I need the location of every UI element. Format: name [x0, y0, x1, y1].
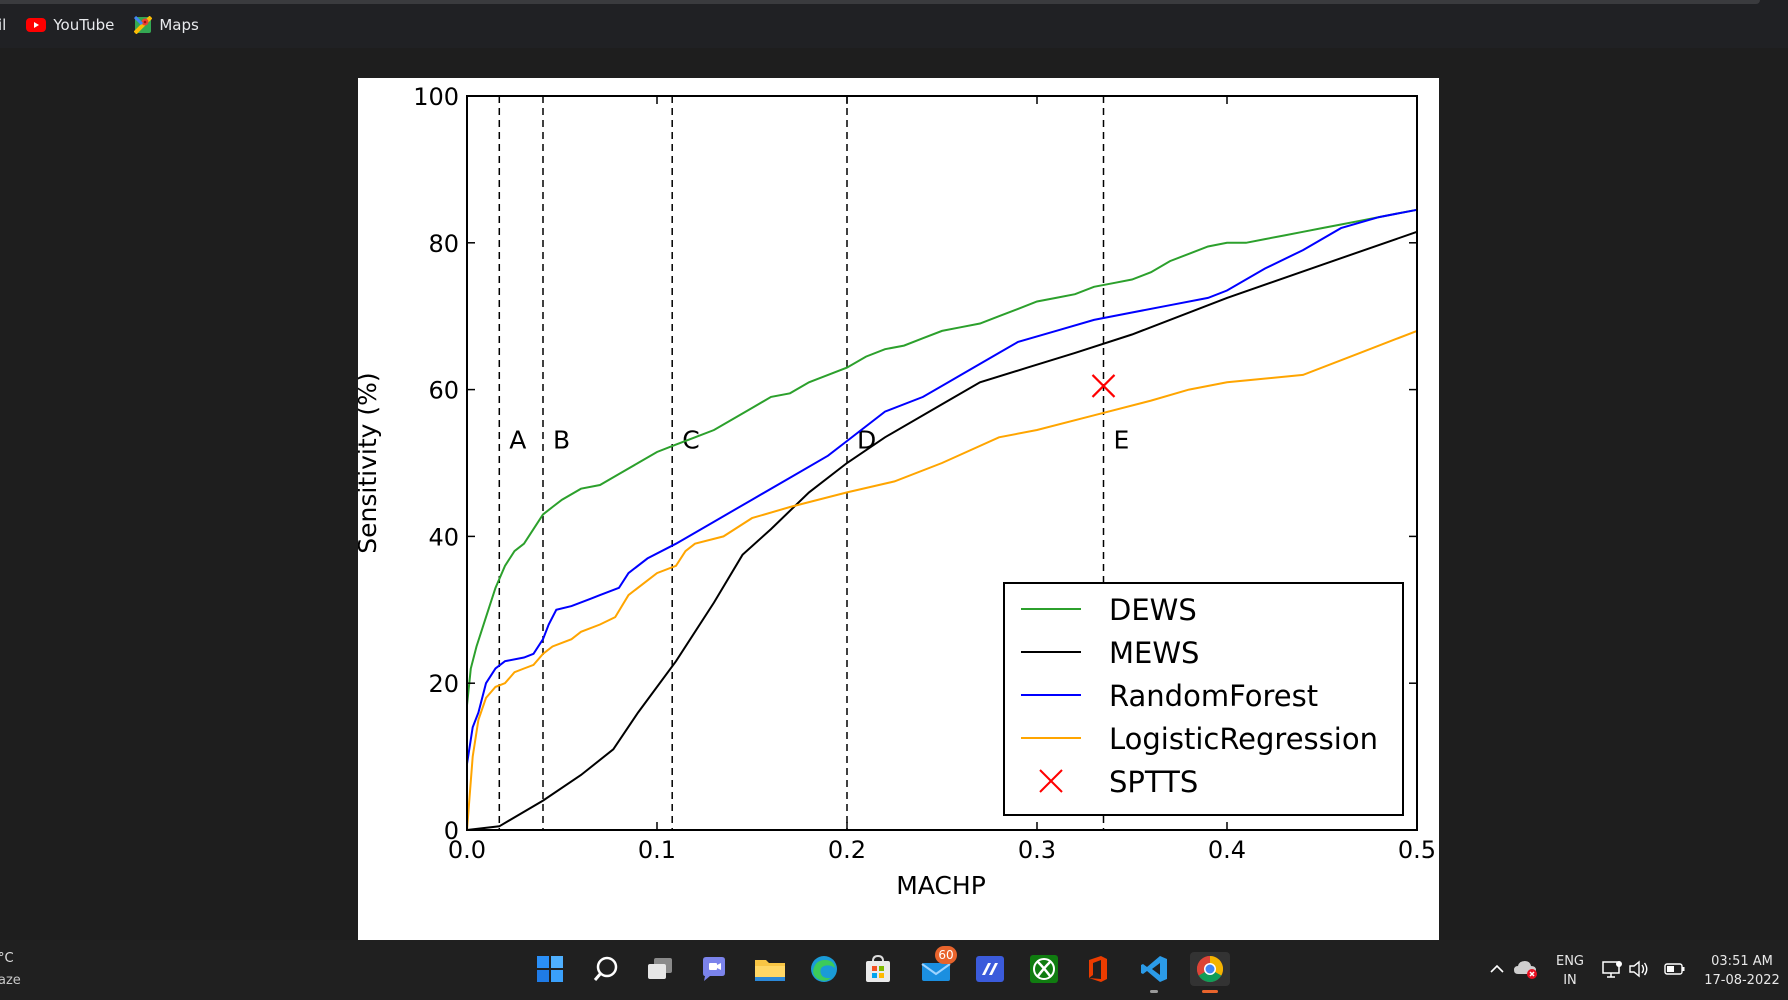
chrome-button[interactable] — [1190, 952, 1230, 993]
chrome-icon — [1196, 955, 1224, 983]
bookmark-youtube[interactable]: YouTube — [26, 16, 114, 34]
maps-icon — [134, 16, 153, 34]
y-tick-label: 60 — [428, 377, 459, 405]
series-line-logisticregression — [466, 329, 1418, 831]
weather-widget[interactable]: °C aze — [0, 948, 21, 992]
vscode-running-indicator — [1150, 990, 1158, 993]
store-button[interactable] — [861, 952, 895, 986]
mail-icon — [921, 963, 951, 981]
x-tick-label: 0.2 — [828, 836, 866, 864]
language-indicator[interactable]: ENG IN — [1550, 952, 1590, 990]
xbox-icon — [1030, 955, 1058, 983]
legend-frame — [1003, 582, 1404, 816]
clock-date: 17-08-2022 — [1704, 973, 1780, 988]
network-icon — [1602, 961, 1622, 978]
series-line-randomforest — [466, 208, 1418, 765]
edge-button[interactable] — [807, 952, 841, 986]
region-label: IN — [1563, 973, 1577, 988]
office-icon — [1089, 956, 1107, 982]
browser-chrome: il YouTube Maps — [0, 0, 1788, 48]
network-button[interactable] — [1600, 952, 1624, 986]
hidden-icons-button[interactable] — [1480, 952, 1514, 986]
y-tick-label: 0 — [444, 817, 459, 845]
clock[interactable]: 03:51 AM 17-08-2022 — [1697, 952, 1787, 990]
bookmark-partial[interactable]: il — [0, 16, 6, 34]
visual-studio-icon — [976, 956, 1004, 982]
legend-label-dews: DEWS — [1109, 593, 1197, 627]
bookmark-maps-label: Maps — [159, 16, 199, 34]
task-view-button[interactable] — [643, 952, 677, 986]
bookmark-maps[interactable]: Maps — [134, 16, 199, 34]
series-line-mews — [466, 230, 1418, 831]
youtube-icon — [26, 18, 47, 32]
reference-label-e: E — [1114, 425, 1130, 454]
file-explorer-icon — [755, 960, 785, 981]
visual-studio-button[interactable] — [973, 952, 1007, 986]
x-tick-label: 0.3 — [1018, 836, 1056, 864]
taskbar: °C aze 60 — [0, 940, 1788, 1000]
mail-button[interactable]: 60 — [919, 946, 957, 986]
task-view-icon — [648, 958, 672, 979]
bookmark-youtube-label: YouTube — [53, 16, 115, 34]
battery-button[interactable] — [1663, 952, 1687, 986]
vscode-button[interactable] — [1137, 952, 1171, 993]
marker-sptts — [1091, 374, 1116, 398]
weather-desc: aze — [0, 973, 21, 988]
onedrive-button[interactable] — [1509, 952, 1543, 986]
language-label: ENG — [1555, 954, 1584, 969]
legend-label-logisticregression: LogisticRegression — [1109, 722, 1378, 756]
start-icon — [537, 956, 563, 982]
y-axis-label: Sensitivity (%) — [358, 372, 382, 553]
x-tick-label: 0.5 — [1398, 836, 1436, 864]
volume-icon — [1629, 960, 1648, 978]
legend: DEWS MEWS RandomForest LogisticRegression SP… — [1003, 582, 1404, 816]
plot-frame — [466, 95, 1418, 831]
chat-button[interactable] — [697, 952, 731, 986]
cloud-error-icon — [1514, 961, 1537, 979]
x-tick-label: 0.0 — [448, 836, 486, 864]
start-button[interactable] — [533, 952, 567, 986]
x-tick-label: 0.4 — [1208, 836, 1246, 864]
vscode-icon — [1141, 956, 1167, 982]
bookmarks-bar: il YouTube Maps — [0, 10, 199, 40]
y-tick-label: 20 — [428, 670, 459, 698]
omnibox-edge — [0, 0, 1760, 4]
edge-icon — [811, 956, 837, 982]
series-line-dews — [466, 208, 1418, 706]
search-button[interactable] — [589, 952, 623, 986]
y-tick-label: 40 — [428, 523, 459, 551]
reference-label-b: B — [553, 425, 570, 454]
chrome-active-indicator — [1202, 990, 1218, 993]
legend-swatch-sptts — [1039, 769, 1063, 793]
y-tick-label: 100 — [413, 83, 459, 111]
bookmark-partial-label: il — [0, 16, 7, 34]
legend-label-randomforest: RandomForest — [1109, 679, 1318, 713]
weather-temp: °C — [0, 951, 14, 966]
file-explorer-button[interactable] — [753, 952, 787, 986]
volume-button[interactable] — [1627, 952, 1651, 986]
chat-icon — [703, 957, 725, 981]
legend-label-mews: MEWS — [1109, 636, 1199, 670]
office-button[interactable] — [1081, 952, 1115, 986]
chevron-up-icon — [1490, 964, 1504, 973]
x-axis-label: MACHP — [896, 871, 986, 900]
xbox-button[interactable] — [1027, 952, 1061, 986]
legend-label-sptts: SPTTS — [1109, 765, 1198, 799]
marker-stroke — [1091, 374, 1116, 398]
search-icon — [593, 956, 618, 981]
y-tick-label: 80 — [428, 230, 459, 258]
mail-badge: 60 — [935, 946, 957, 964]
store-icon — [866, 954, 890, 982]
clock-time: 03:51 AM — [1711, 954, 1773, 969]
battery-icon — [1664, 963, 1685, 975]
reference-label-a: A — [509, 425, 526, 454]
x-tick-label: 0.1 — [638, 836, 676, 864]
